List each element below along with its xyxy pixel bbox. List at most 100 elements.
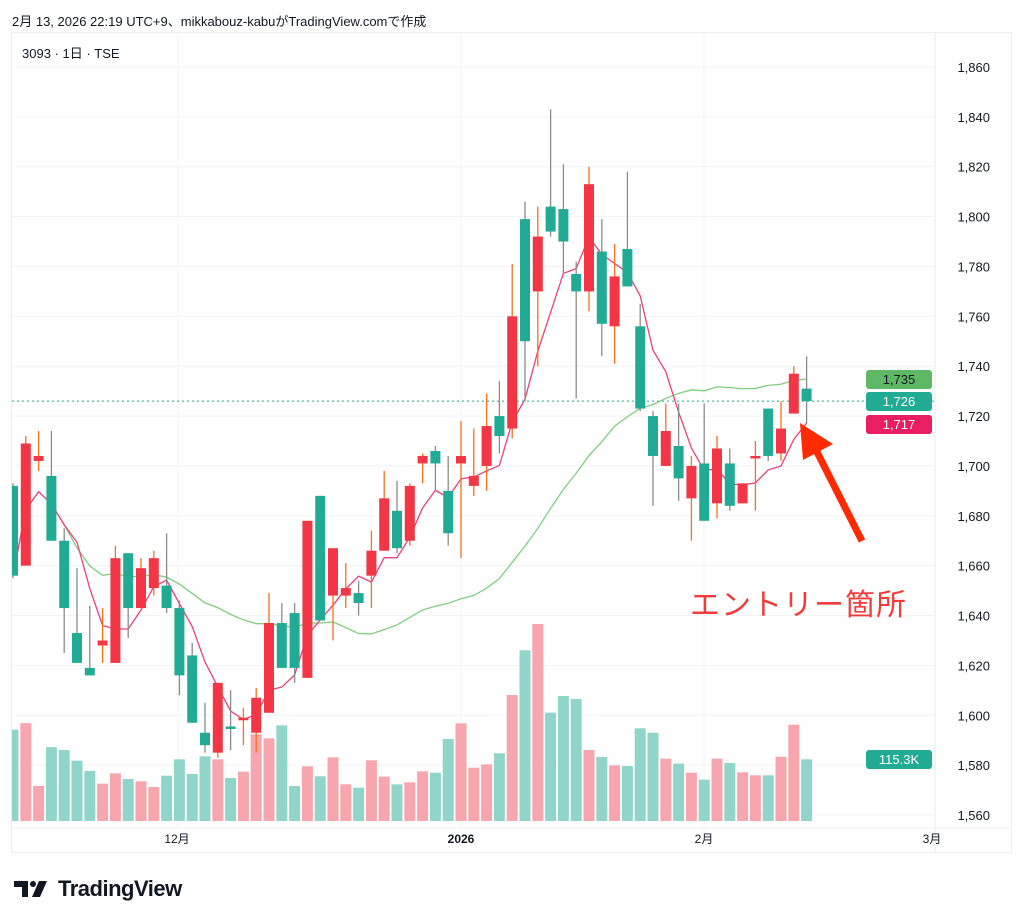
volume-bar (71, 760, 83, 821)
y-tick-label: 1,560 (957, 808, 990, 823)
volume-bar (519, 650, 531, 821)
candle-body (212, 682, 223, 753)
candle-body (46, 475, 57, 541)
y-tick-label: 1,600 (957, 708, 990, 723)
y-tick-label: 1,820 (957, 160, 990, 175)
candle (571, 261, 582, 399)
volume-bar (749, 775, 761, 821)
y-tick-label: 1,760 (957, 309, 990, 324)
candle-body (776, 428, 786, 454)
volume-bar (788, 724, 800, 821)
volume-bar (237, 771, 249, 821)
candle (328, 548, 338, 641)
candle-body (148, 558, 159, 589)
candle (443, 455, 454, 546)
candle-body (507, 316, 518, 429)
candle-body (72, 632, 82, 663)
candle (200, 702, 210, 753)
candle-body (392, 510, 402, 549)
chart-caption: 2月 13, 2026 22:19 UTC+9、mikkabouz-kabuがT… (12, 14, 427, 29)
volume-bar (391, 784, 403, 821)
candle-body (161, 585, 172, 609)
candle (622, 171, 633, 287)
candle-body (379, 498, 390, 551)
last-price-label: 1,726 (866, 392, 932, 411)
candle-body (12, 485, 18, 576)
candle-body (686, 465, 697, 499)
volume-bar (724, 763, 736, 821)
candle (494, 381, 505, 454)
candle-body (33, 455, 44, 461)
candle-body (558, 209, 569, 242)
y-tick-label: 1,620 (957, 658, 990, 673)
candle-body (366, 550, 377, 576)
candle-body (328, 548, 338, 596)
tradingview-logo[interactable]: TradingView (14, 876, 182, 902)
candle (97, 608, 108, 663)
candle (72, 568, 82, 663)
volume-bar (557, 696, 569, 821)
candle-body (123, 553, 134, 609)
candle-body (200, 732, 210, 746)
candle (686, 455, 697, 541)
volume-bar (532, 623, 544, 821)
candle (20, 436, 31, 566)
price-axis[interactable]: 1,560 1,580 1,600 1,620 1,640 1,660 1,680 1,700… (957, 60, 990, 823)
time-axis[interactable]: 12月 2026 2月 3月 (164, 832, 941, 846)
candle-body (340, 588, 351, 596)
logo-text: TradingView (58, 876, 182, 901)
candle-body (353, 593, 364, 604)
candle (59, 528, 70, 653)
x-tick-label: 3月 (923, 832, 942, 846)
candle-body (417, 455, 428, 464)
candle (788, 366, 799, 414)
candle-body (315, 495, 326, 621)
arrow-icon (800, 423, 866, 543)
volume-bar (660, 758, 672, 821)
candle (724, 448, 735, 511)
candle (238, 707, 249, 746)
volume-bar (596, 757, 608, 821)
candle (545, 109, 556, 237)
candle-body (174, 608, 185, 676)
volume-bar (225, 777, 237, 821)
volume-bar (212, 759, 224, 821)
volume-bar (545, 712, 557, 821)
volume-bar (109, 773, 121, 821)
ma-long-price-label: 1,735 (866, 370, 932, 389)
candle (136, 558, 146, 609)
candle (750, 441, 761, 511)
candle-body (110, 558, 121, 663)
candle-body (225, 726, 236, 729)
chart-frame (11, 32, 1012, 853)
candle-body (724, 463, 735, 506)
candle-body (571, 273, 582, 292)
volume-bar (685, 772, 697, 821)
candle-body (801, 388, 812, 402)
y-tick-label: 1,860 (957, 60, 990, 75)
volume-bar (621, 765, 633, 821)
candle-body (673, 445, 684, 479)
candle (264, 593, 274, 713)
volume-bar (301, 766, 313, 821)
candle-body (763, 408, 774, 456)
candle-body (494, 416, 505, 437)
volume-bar (455, 723, 467, 821)
volume-label: 115.3K (866, 750, 932, 769)
candle (417, 453, 428, 484)
volume-bar (378, 776, 390, 821)
ma-short-price-label: 1,717 (866, 415, 932, 434)
symbol-title: 3093 · 1日 · TSE (22, 46, 120, 61)
volume-bar (84, 770, 96, 821)
entry-annotation: エントリー箇所 (690, 589, 907, 622)
x-tick-label: 12月 (164, 832, 189, 846)
candle-body (737, 483, 748, 504)
volume-bar (314, 776, 326, 821)
candle (712, 436, 722, 519)
candle (366, 530, 377, 609)
grid (12, 33, 935, 828)
volume-bar (429, 772, 441, 821)
candle-body (635, 326, 646, 409)
x-tick-label: 2月 (695, 832, 714, 846)
